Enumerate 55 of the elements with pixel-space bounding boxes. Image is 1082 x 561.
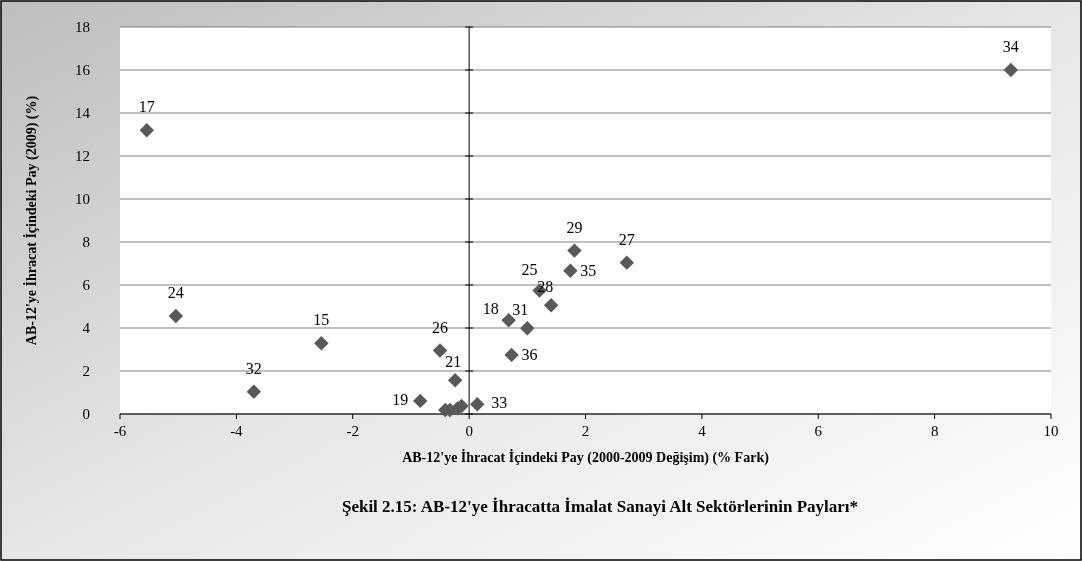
- point: [501, 313, 516, 328]
- y-axis-title: AB-12'ye İhracat İçindeki Pay (2009) (%): [23, 95, 40, 346]
- point: [314, 336, 329, 351]
- x-axis-title: AB-12'ye İhracat İçindeki Pay (2000-2009 Değişim) (% Fark): [402, 449, 770, 466]
- x-tick-label: 0: [465, 423, 473, 439]
- x-tick-label: 8: [930, 423, 939, 439]
- annotation: 26: [432, 318, 449, 336]
- annotation: 34: [1002, 38, 1019, 55]
- point: [543, 298, 559, 313]
- point: [246, 384, 262, 399]
- x-tick-label: 6: [814, 423, 823, 439]
- annotation: 33: [491, 394, 508, 412]
- annotation: 17: [138, 98, 155, 116]
- point: [139, 122, 154, 138]
- point: [504, 347, 519, 363]
- y-tick-label: 6: [82, 277, 91, 293]
- annotation: 31: [512, 301, 529, 319]
- annotation: 24: [167, 283, 184, 301]
- annotation: 21: [445, 353, 462, 371]
- point: [470, 397, 485, 412]
- x-tick-label: -6: [113, 423, 127, 439]
- text: Şekil 2.15: AB-12'ye İhracatta İmalat Sanayi Alt Sektörlerinin Payları*: [341, 497, 859, 516]
- x-tick-label: 2: [581, 423, 590, 439]
- point: [520, 321, 535, 336]
- point: [619, 255, 635, 270]
- annotation: 25: [521, 260, 538, 278]
- y-tick-label: 0: [82, 406, 90, 422]
- annotation: 28: [537, 278, 554, 296]
- y-tick-label: 14: [75, 105, 91, 121]
- y-tick-label: 2: [82, 363, 90, 379]
- annotation: 32: [245, 359, 262, 377]
- point: [567, 243, 582, 258]
- point: [168, 308, 184, 324]
- point: [563, 263, 578, 279]
- x-tick-label: -4: [230, 423, 244, 439]
- annotation: 29: [566, 218, 583, 236]
- point: [432, 343, 448, 358]
- y-tick-label: 8: [82, 234, 90, 250]
- annotation: 27: [618, 230, 635, 248]
- annotation: 18: [482, 300, 499, 318]
- annotation: 19: [392, 390, 409, 408]
- y-tick-label: 16: [75, 62, 91, 78]
- annotation: 36: [521, 345, 538, 363]
- x-tick-label: 4: [698, 423, 707, 439]
- y-tick-label: 12: [75, 148, 90, 164]
- y-tick-label: 4: [82, 320, 91, 336]
- annotation: 15: [313, 311, 330, 329]
- point: [447, 373, 463, 388]
- x-tick-label: -2: [346, 423, 359, 439]
- y-tick-label: 18: [75, 19, 90, 35]
- annotation: 35: [580, 261, 597, 279]
- point: [1003, 62, 1019, 78]
- x-tick-label: 10: [1043, 423, 1059, 439]
- y-tick-label: 10: [75, 191, 90, 207]
- point: [413, 393, 428, 409]
